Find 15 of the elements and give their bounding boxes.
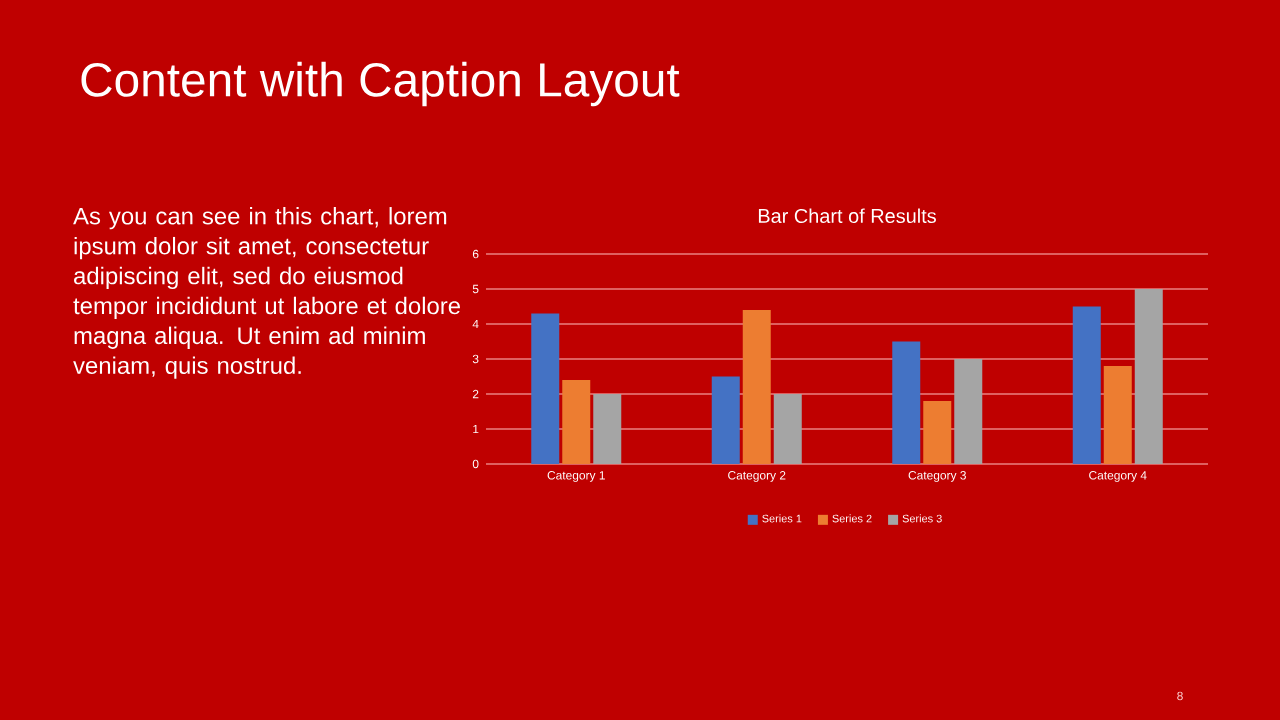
- bar: [531, 313, 560, 464]
- bar: [773, 394, 802, 464]
- text: As you can see in this chart, lorem ipsum dolor sit amet, consectetur adipiscing elit, sed do eiusmod tempor incididunt ut labore et dolore magna aliqua. Ut enim ad minim veniam, quis nostrud.: [73, 207, 460, 379]
- text: Content with Caption Layout: [81, 61, 680, 107]
- bar: [1072, 306, 1101, 464]
- bar: [742, 310, 771, 464]
- bar: [562, 380, 591, 464]
- bar: [1134, 289, 1163, 464]
- bar: [892, 341, 921, 464]
- bar: [923, 401, 952, 464]
- bar: [1103, 366, 1132, 464]
- bar: [711, 376, 740, 464]
- bar: [954, 359, 983, 464]
- chart-title: Bar Chart of Results: [758, 208, 936, 224]
- bar: [593, 394, 622, 464]
